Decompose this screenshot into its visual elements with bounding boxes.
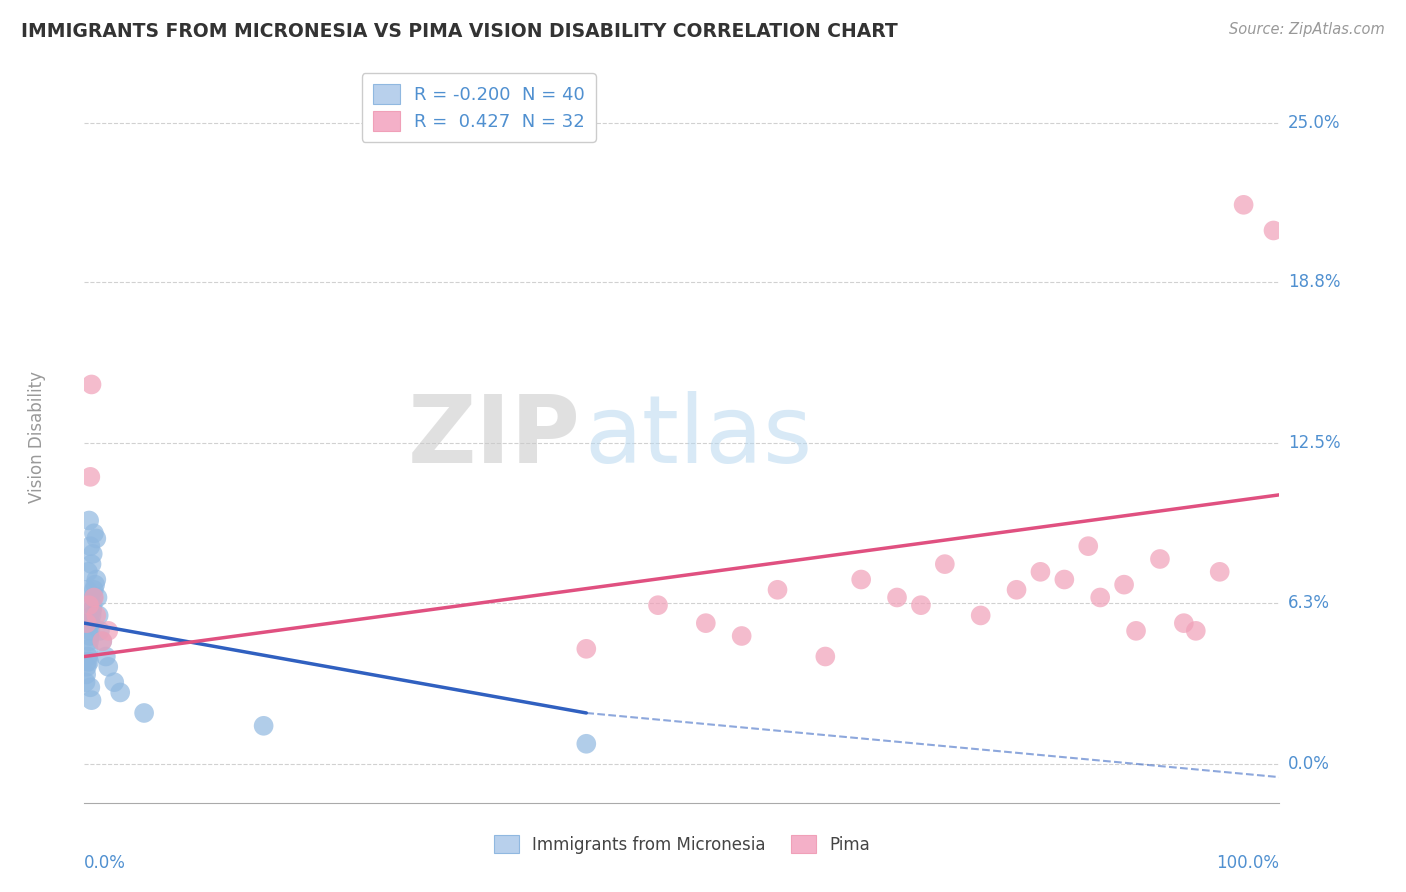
- Point: [1005, 582, 1028, 597]
- Point: [76, 616, 98, 631]
- Point: [110, 685, 132, 699]
- Text: Source: ZipAtlas.com: Source: ZipAtlas.com: [1229, 22, 1385, 37]
- Point: [97, 624, 120, 638]
- Text: 18.8%: 18.8%: [1288, 273, 1340, 291]
- Point: [80, 616, 103, 631]
- Text: 0.0%: 0.0%: [84, 854, 127, 872]
- Point: [76, 582, 98, 597]
- Point: [1077, 539, 1099, 553]
- Point: [79, 470, 101, 484]
- Text: Vision Disability: Vision Disability: [28, 371, 45, 503]
- Point: [77, 616, 100, 631]
- Legend: Immigrants from Micronesia, Pima: Immigrants from Micronesia, Pima: [488, 829, 876, 860]
- Point: [97, 660, 120, 674]
- Point: [87, 608, 110, 623]
- Point: [84, 577, 107, 591]
- Point: [79, 539, 101, 553]
- Point: [766, 582, 789, 597]
- Point: [1090, 591, 1112, 605]
- Point: [1185, 624, 1208, 638]
- Text: 12.5%: 12.5%: [1288, 434, 1340, 452]
- Point: [910, 598, 932, 612]
- Point: [86, 532, 108, 546]
- Point: [132, 706, 156, 720]
- Point: [89, 624, 111, 638]
- Point: [814, 649, 837, 664]
- Point: [75, 667, 97, 681]
- Point: [1263, 223, 1285, 237]
- Point: [934, 557, 956, 571]
- Point: [1125, 624, 1147, 638]
- Point: [575, 737, 598, 751]
- Text: 100.0%: 100.0%: [1216, 854, 1279, 872]
- Text: IMMIGRANTS FROM MICRONESIA VS PIMA VISION DISABILITY CORRELATION CHART: IMMIGRANTS FROM MICRONESIA VS PIMA VISIO…: [21, 22, 898, 41]
- Point: [82, 591, 104, 605]
- Text: ZIP: ZIP: [408, 391, 581, 483]
- Point: [79, 629, 101, 643]
- Point: [970, 608, 993, 623]
- Point: [91, 634, 114, 648]
- Point: [79, 624, 101, 638]
- Point: [77, 641, 100, 656]
- Point: [575, 641, 598, 656]
- Text: atlas: atlas: [583, 391, 813, 483]
- Point: [80, 693, 103, 707]
- Point: [647, 598, 669, 612]
- Point: [77, 565, 100, 579]
- Point: [75, 675, 97, 690]
- Point: [82, 603, 104, 617]
- Point: [886, 591, 908, 605]
- Point: [77, 514, 100, 528]
- Point: [1029, 565, 1052, 579]
- Text: 25.0%: 25.0%: [1288, 113, 1340, 132]
- Point: [1209, 565, 1232, 579]
- Point: [1114, 577, 1136, 591]
- Point: [86, 608, 108, 623]
- Point: [77, 649, 100, 664]
- Text: 0.0%: 0.0%: [1288, 756, 1330, 773]
- Point: [1149, 552, 1171, 566]
- Point: [851, 573, 873, 587]
- Point: [86, 573, 108, 587]
- Point: [91, 634, 114, 648]
- Point: [83, 591, 105, 605]
- Point: [82, 598, 104, 612]
- Point: [103, 675, 125, 690]
- Point: [86, 591, 108, 605]
- Point: [77, 655, 100, 669]
- Point: [76, 655, 98, 669]
- Point: [83, 582, 105, 597]
- Point: [77, 634, 100, 648]
- Point: [76, 660, 98, 674]
- Point: [695, 616, 717, 631]
- Point: [83, 526, 105, 541]
- Point: [94, 649, 117, 664]
- Point: [80, 377, 103, 392]
- Point: [1053, 573, 1076, 587]
- Point: [1173, 616, 1195, 631]
- Point: [80, 608, 103, 623]
- Point: [253, 719, 276, 733]
- Point: [79, 681, 101, 695]
- Point: [77, 598, 100, 612]
- Text: 6.3%: 6.3%: [1288, 593, 1330, 612]
- Point: [731, 629, 754, 643]
- Point: [82, 547, 104, 561]
- Point: [80, 557, 103, 571]
- Point: [1233, 198, 1256, 212]
